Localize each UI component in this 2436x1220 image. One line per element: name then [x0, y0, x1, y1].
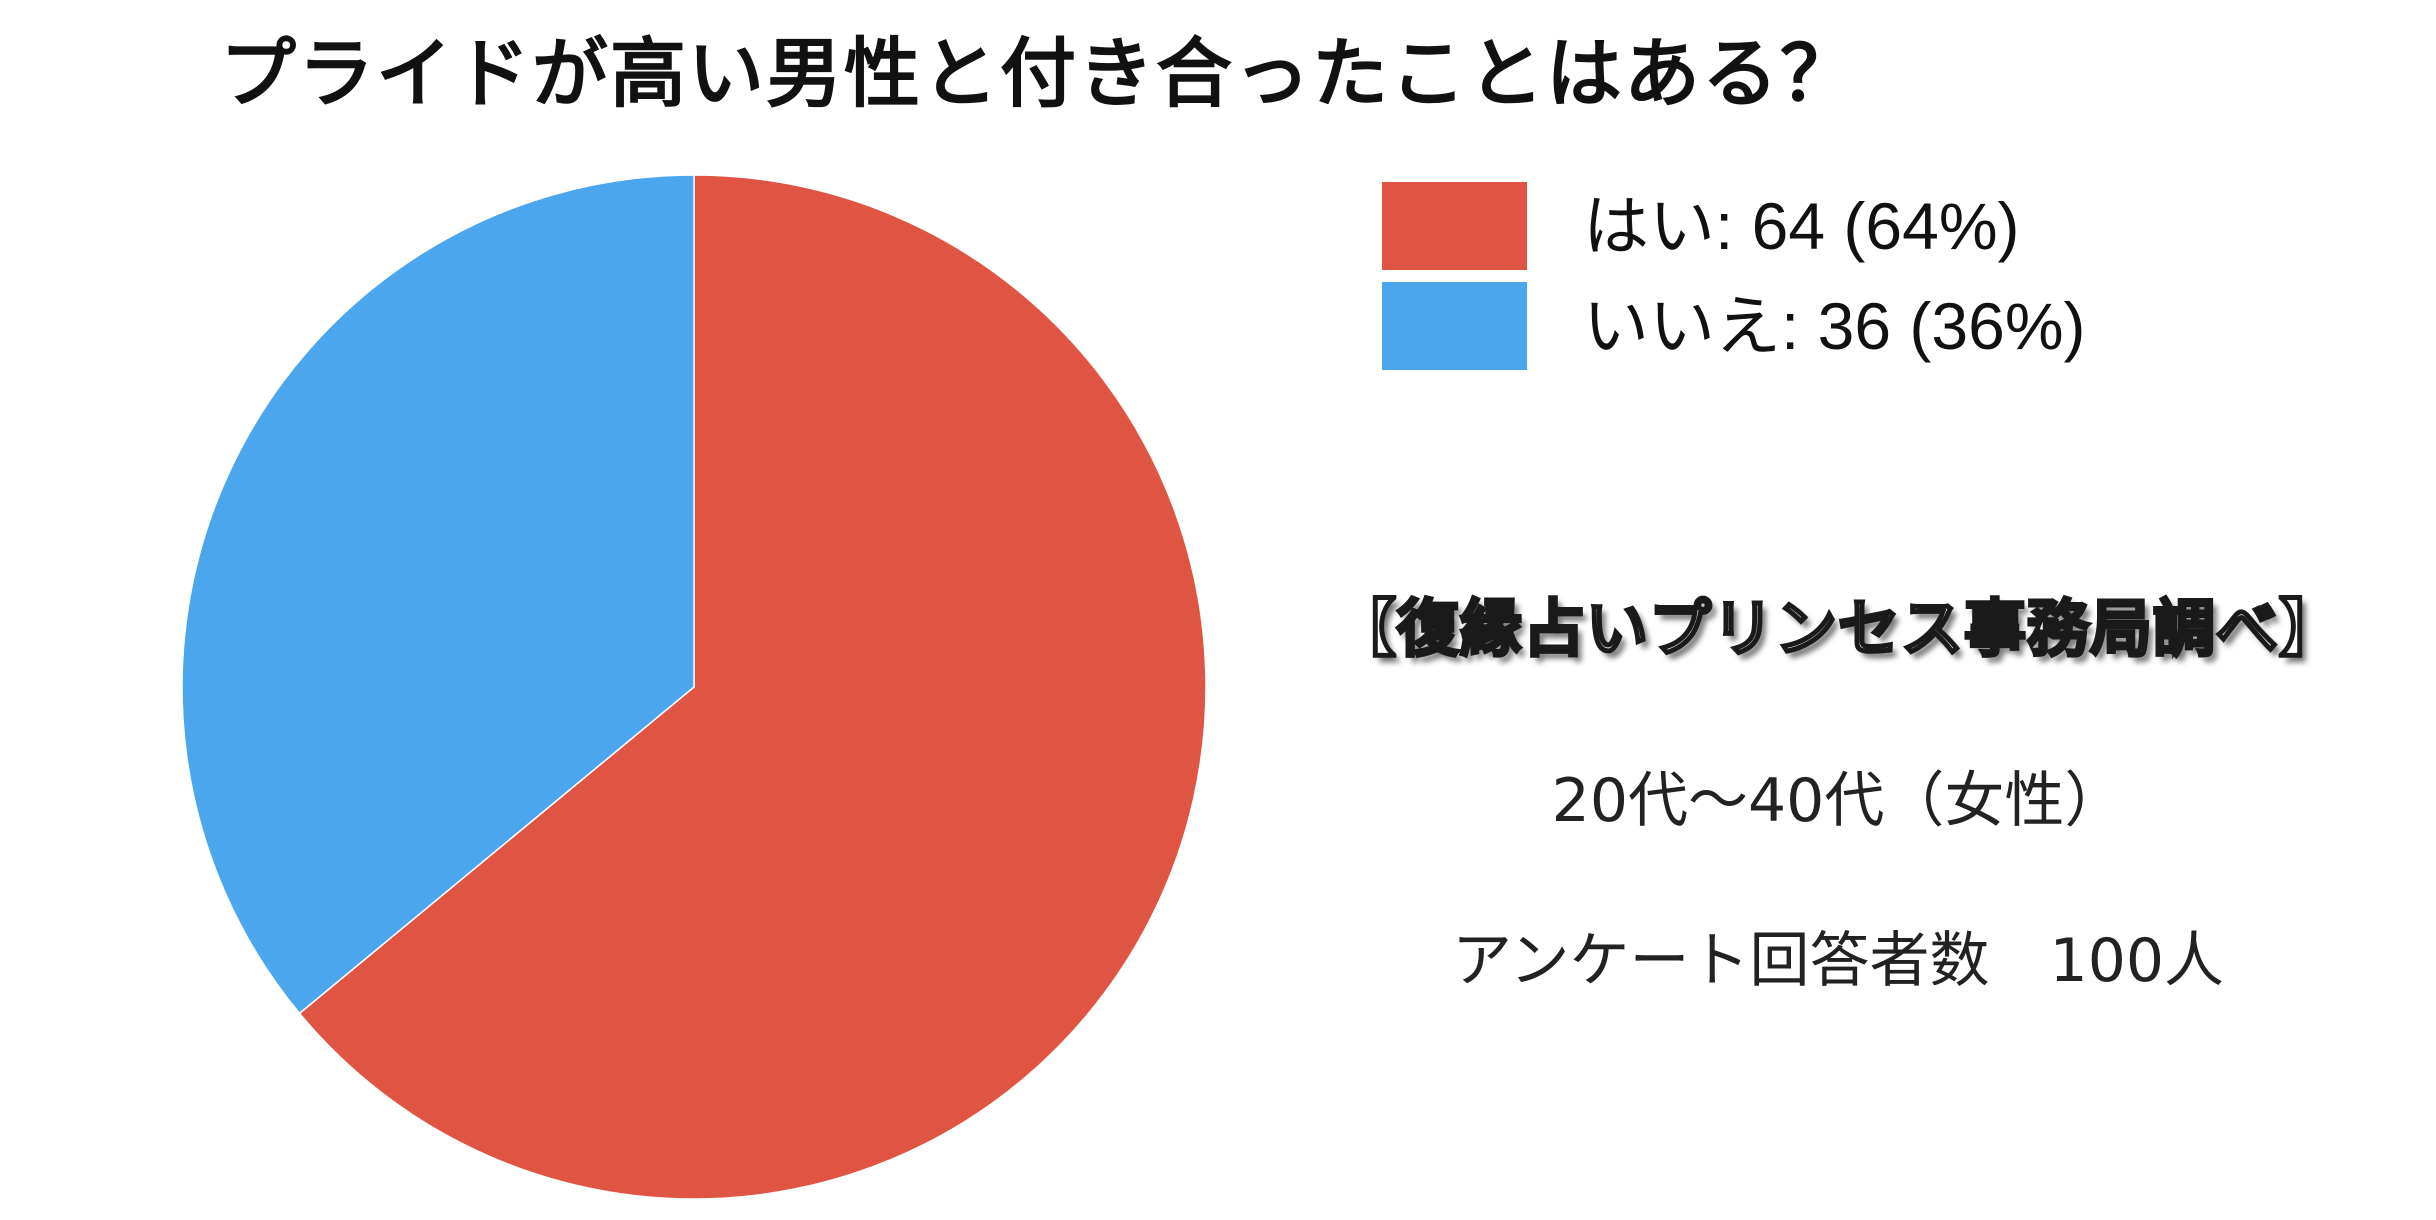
- legend-label-no: いいえ: 36 (36%): [1583, 289, 2086, 363]
- source-note: 【復縁占いプリンセス事務局調べ】: [1332, 591, 2342, 667]
- chart-title: プライドが高い男性と付き合ったことはある？: [220, 29, 1858, 118]
- pie-slices: [181, 174, 1207, 1200]
- pie-slice-yes: [298, 174, 1207, 1200]
- legend-label-yes: はい: 64 (64%): [1583, 189, 2020, 263]
- legend-swatch-yes: [1382, 182, 1527, 270]
- pie-chart: [181, 174, 1207, 1200]
- legend-item-no: いいえ: 36 (36%): [1382, 276, 2085, 376]
- legend-swatch-no: [1382, 282, 1527, 370]
- legend-item-yes: はい: 64 (64%): [1382, 176, 2085, 276]
- survey-respondent-count: アンケート回答者数 100人: [1451, 926, 2225, 996]
- pie-slice-no: [181, 174, 695, 1015]
- chart-legend: はい: 64 (64%) いいえ: 36 (36%): [1382, 176, 2085, 376]
- survey-target: 20代〜40代（女性）: [1551, 766, 2125, 836]
